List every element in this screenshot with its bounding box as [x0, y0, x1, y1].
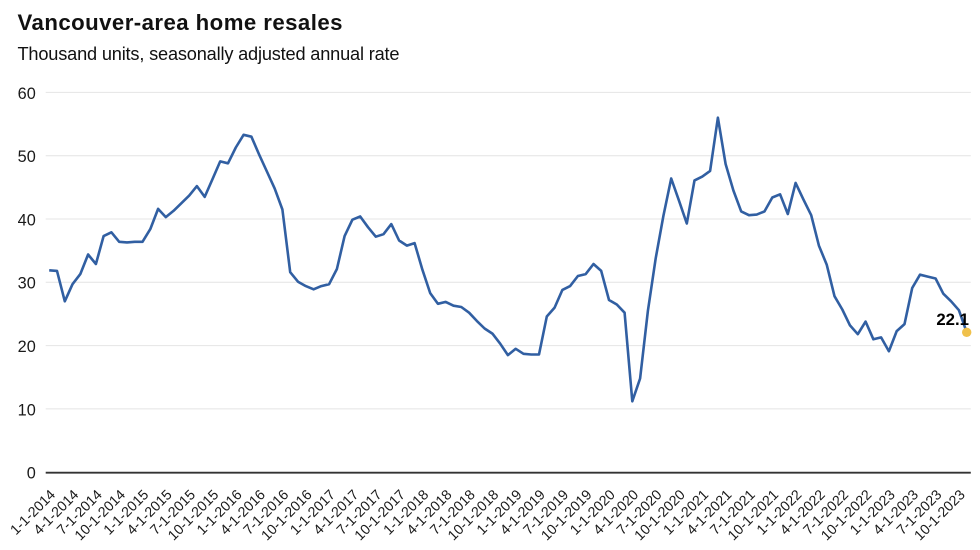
svg-text:Thousand units, seasonally adj: Thousand units, seasonally adjusted annu…	[18, 44, 400, 64]
svg-text:0: 0	[27, 465, 36, 483]
svg-text:10: 10	[18, 401, 36, 419]
svg-text:30: 30	[18, 275, 36, 293]
svg-text:50: 50	[18, 148, 36, 166]
svg-text:60: 60	[18, 85, 36, 103]
svg-text:40: 40	[18, 211, 36, 229]
svg-text:20: 20	[18, 338, 36, 356]
svg-text:22.1: 22.1	[936, 310, 969, 329]
svg-text:Vancouver-area home resales: Vancouver-area home resales	[18, 10, 343, 35]
